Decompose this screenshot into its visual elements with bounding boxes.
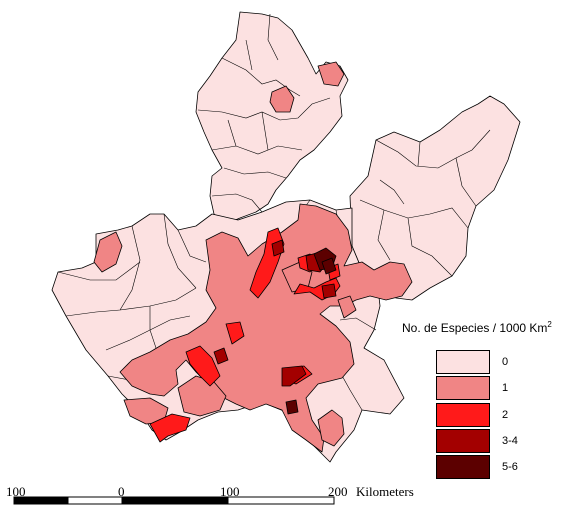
legend-title-text: No. de Especies / 1000 Km: [402, 321, 548, 335]
scale-seg-1: [14, 497, 68, 504]
legend-item-4: 5-6: [436, 455, 556, 481]
scale-label-200: 200: [328, 484, 348, 499]
legend-label-0: 0: [502, 356, 509, 368]
scale-unit-label: Kilometers: [356, 484, 414, 499]
legend-label-2: 2: [502, 409, 509, 421]
legend-swatch-4: [436, 455, 490, 479]
scale-seg-4: [227, 496, 335, 505]
legend-title-superscript: 2: [547, 320, 552, 329]
scale-bar: [13, 496, 335, 505]
legend-swatch-2: [436, 403, 490, 427]
scale-label-100-left: 100: [6, 484, 26, 499]
scale-seg-2: [67, 496, 123, 505]
legend-swatch-1: [436, 376, 490, 400]
legend-label-3: 3-4: [502, 435, 518, 447]
scale-label-100: 100: [220, 484, 240, 499]
legend-item-2: 2: [436, 403, 556, 429]
scale-label-0: 0: [118, 484, 125, 499]
legend-item-0: 0: [436, 350, 556, 376]
legend-label-4: 5-6: [502, 461, 518, 473]
legend-item-1: 1: [436, 376, 556, 402]
legend-swatch-3: [436, 429, 490, 453]
northern-region: [195, 11, 349, 225]
legend-swatch-0: [436, 350, 490, 374]
scale-seg-3: [122, 497, 228, 504]
municipal-boundaries: [57, 13, 491, 411]
legend-label-1: 1: [502, 382, 509, 394]
legend-title: No. de Especies / 1000 Km2: [402, 320, 552, 335]
class-5-6-areas: [285, 247, 337, 415]
legend-item-3: 3-4: [436, 429, 556, 455]
